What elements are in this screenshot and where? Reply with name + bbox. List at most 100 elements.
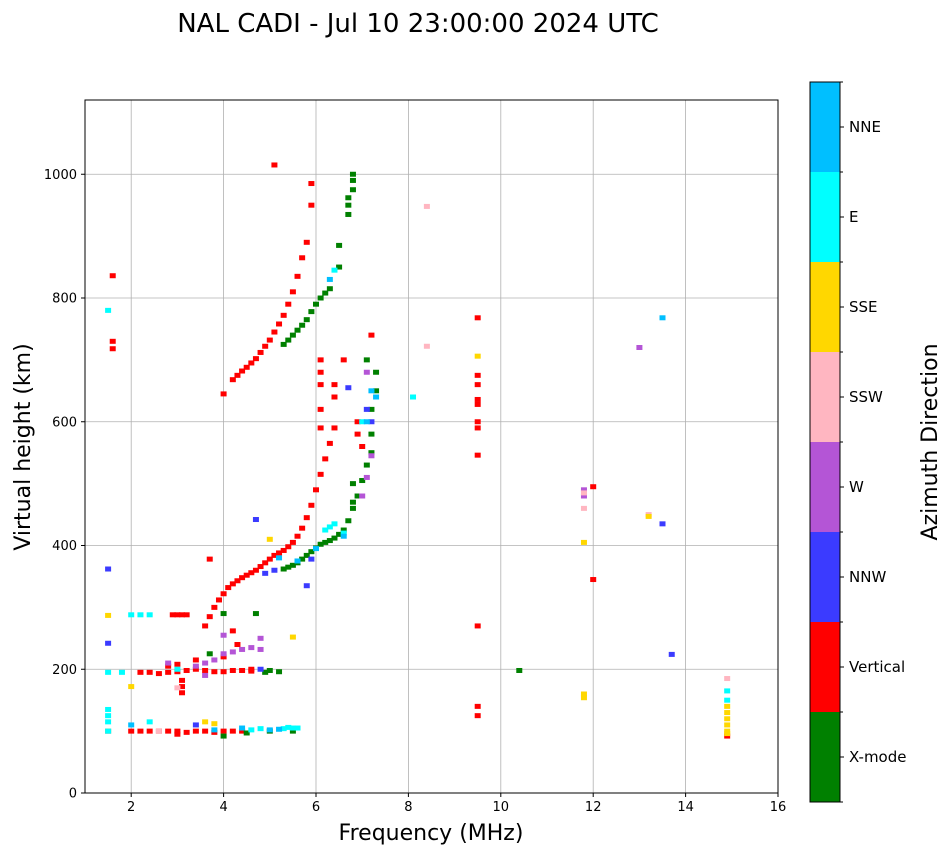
data-point <box>474 372 481 378</box>
data-point <box>474 425 481 431</box>
data-point <box>105 706 112 712</box>
data-point <box>165 660 172 666</box>
data-point <box>349 505 356 511</box>
data-point <box>146 728 153 734</box>
data-point <box>285 337 292 343</box>
data-point <box>289 562 296 568</box>
data-point <box>206 556 213 562</box>
data-point <box>105 669 112 675</box>
data-point <box>363 419 370 425</box>
data-point <box>118 669 125 675</box>
colorbar-label: W <box>849 478 864 496</box>
data-point <box>322 456 329 462</box>
data-point <box>580 695 587 701</box>
data-point <box>363 474 370 480</box>
y-tick-label: 200 <box>52 663 77 678</box>
data-point <box>724 676 731 682</box>
data-point <box>340 533 347 539</box>
colorbar-segment <box>810 82 840 172</box>
y-tick-label: 400 <box>52 539 77 554</box>
data-point <box>349 499 356 505</box>
data-point <box>128 728 135 734</box>
data-point <box>137 669 144 675</box>
data-point <box>354 493 361 499</box>
data-point <box>368 453 375 459</box>
colorbar-frame <box>809 81 841 803</box>
data-point <box>211 727 218 733</box>
data-point <box>345 385 352 391</box>
data-point <box>580 539 587 545</box>
data-point <box>668 651 675 657</box>
data-point <box>363 462 370 468</box>
data-point <box>345 195 352 201</box>
data-point <box>359 493 366 499</box>
data-point <box>266 727 273 733</box>
data-point <box>280 341 287 347</box>
data-point <box>252 611 259 617</box>
data-point <box>317 295 324 301</box>
data-point <box>155 671 162 677</box>
data-point <box>220 733 227 739</box>
data-point <box>179 677 186 683</box>
data-point <box>724 697 731 703</box>
data-point <box>299 525 306 531</box>
data-point <box>105 307 112 313</box>
data-point <box>349 171 356 177</box>
data-point <box>262 669 269 675</box>
data-point <box>276 550 283 556</box>
data-point <box>211 604 218 610</box>
x-tick-label: 12 <box>585 800 602 815</box>
data-point <box>285 564 292 570</box>
data-point <box>317 406 324 412</box>
data-point <box>313 487 319 493</box>
data-point <box>252 567 259 573</box>
data-point <box>363 357 370 363</box>
data-point <box>340 357 347 363</box>
colorbar-label: SSW <box>849 388 883 406</box>
data-point <box>317 471 324 477</box>
data-point <box>248 666 255 672</box>
data-point <box>243 364 250 370</box>
data-point <box>322 290 329 296</box>
data-point <box>724 710 731 716</box>
data-point <box>220 611 227 617</box>
data-point <box>257 564 264 570</box>
data-point <box>317 357 324 363</box>
data-point <box>220 654 227 660</box>
x-tick-label: 4 <box>219 800 227 815</box>
x-tick-label: 16 <box>770 800 787 815</box>
data-point <box>262 560 269 566</box>
data-point <box>174 612 181 618</box>
data-point <box>363 369 370 375</box>
colorbar-label: E <box>849 208 858 226</box>
colorbar-segment <box>810 352 840 442</box>
data-point <box>280 566 287 572</box>
data-point <box>211 669 218 675</box>
data-point <box>183 729 190 735</box>
data-point <box>294 273 301 279</box>
data-point <box>724 731 731 737</box>
data-point <box>211 721 218 727</box>
series-w <box>165 345 643 678</box>
data-point <box>724 703 731 709</box>
data-point <box>276 669 283 675</box>
data-point <box>326 524 333 530</box>
data-point <box>192 728 199 734</box>
data-point <box>243 730 250 736</box>
data-point <box>636 345 643 350</box>
data-point <box>331 267 338 273</box>
data-point <box>128 612 135 618</box>
data-point <box>276 555 283 561</box>
data-point <box>308 549 315 555</box>
data-point <box>105 713 112 719</box>
y-tick-label: 600 <box>52 415 77 430</box>
data-point <box>105 640 112 646</box>
colorbar-segment <box>810 622 840 712</box>
data-point <box>368 332 375 338</box>
data-point <box>248 727 255 733</box>
data-point <box>474 353 481 359</box>
data-point <box>336 531 343 537</box>
data-point <box>349 177 356 183</box>
data-point <box>659 315 666 321</box>
